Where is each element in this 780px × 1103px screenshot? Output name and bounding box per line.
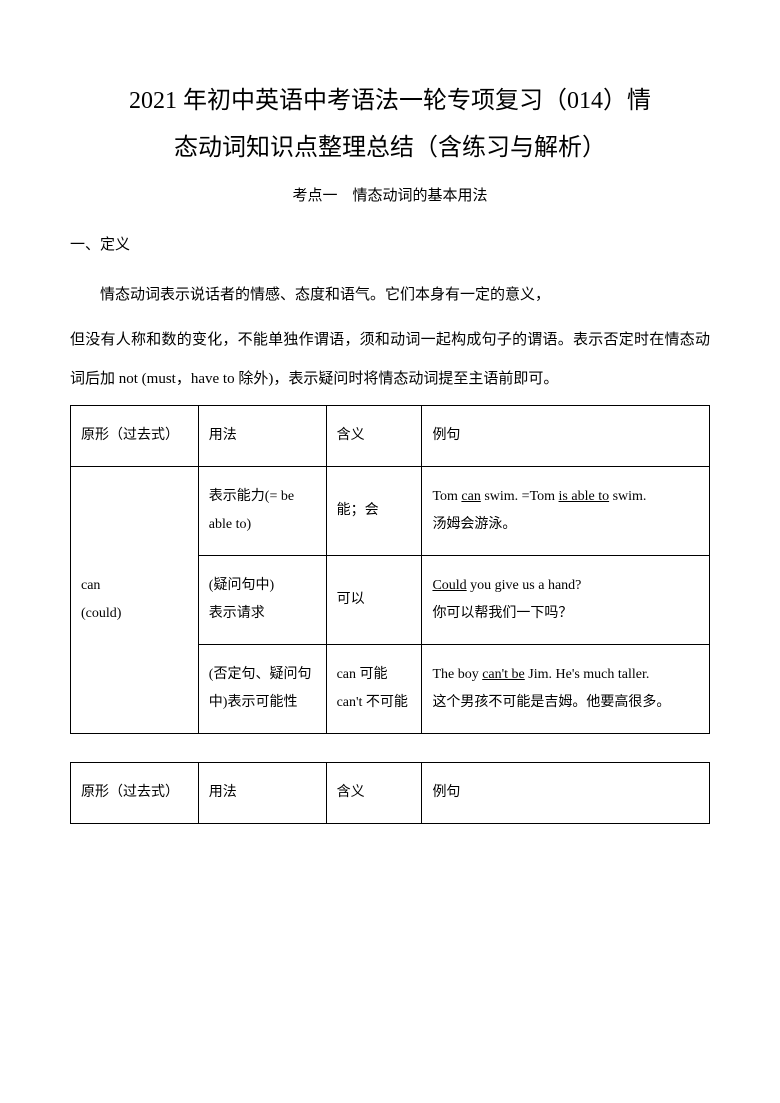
definition-paragraph-2: 但没有人称和数的变化，不能单独作谓语，须和动词一起构成句子的谓语。表示否定时在情… — [70, 321, 710, 399]
title-line-1: 2021 年初中英语中考语法一轮专项复习（014）情 — [70, 80, 710, 123]
example-cell: Could you give us a hand? 你可以帮我们一下吗？ — [422, 556, 710, 645]
modal-verb-table-2: 原形（过去式） 用法 含义 例句 — [70, 762, 710, 824]
example-cell: The boy can't be Jim. He's much taller. … — [422, 645, 710, 734]
definition-paragraph-1: 情态动词表示说话者的情感、态度和语气。它们本身有一定的意义， — [70, 276, 710, 315]
modal-cell-can: can (could) — [71, 467, 199, 734]
header-form: 原形（过去式） — [71, 763, 199, 824]
table-header-row: 原形（过去式） 用法 含义 例句 — [71, 763, 710, 824]
header-usage: 用法 — [198, 406, 326, 467]
header-example: 例句 — [422, 406, 710, 467]
heading-definition: 一、定义 — [70, 233, 710, 254]
meaning-cell: 可以 — [326, 556, 422, 645]
table-header-row: 原形（过去式） 用法 含义 例句 — [71, 406, 710, 467]
table-row: can (could) 表示能力(= be able to) 能；会 Tom c… — [71, 467, 710, 556]
header-meaning: 含义 — [326, 406, 422, 467]
header-form: 原形（过去式） — [71, 406, 199, 467]
example-cell: Tom can swim. =Tom is able to swim. 汤姆会游… — [422, 467, 710, 556]
modal-verb-table-1: 原形（过去式） 用法 含义 例句 can (could) 表示能力(= be a… — [70, 405, 710, 734]
title-line-2: 态动词知识点整理总结（含练习与解析） — [70, 127, 710, 170]
usage-cell: 表示能力(= be able to) — [198, 467, 326, 556]
header-usage: 用法 — [198, 763, 326, 824]
header-meaning: 含义 — [326, 763, 422, 824]
header-example: 例句 — [422, 763, 710, 824]
usage-cell: (疑问句中) 表示请求 — [198, 556, 326, 645]
usage-cell: (否定句、疑问句中)表示可能性 — [198, 645, 326, 734]
meaning-cell: 能；会 — [326, 467, 422, 556]
section-point: 考点一 情态动词的基本用法 — [70, 184, 710, 205]
meaning-cell: can 可能 can't 不可能 — [326, 645, 422, 734]
